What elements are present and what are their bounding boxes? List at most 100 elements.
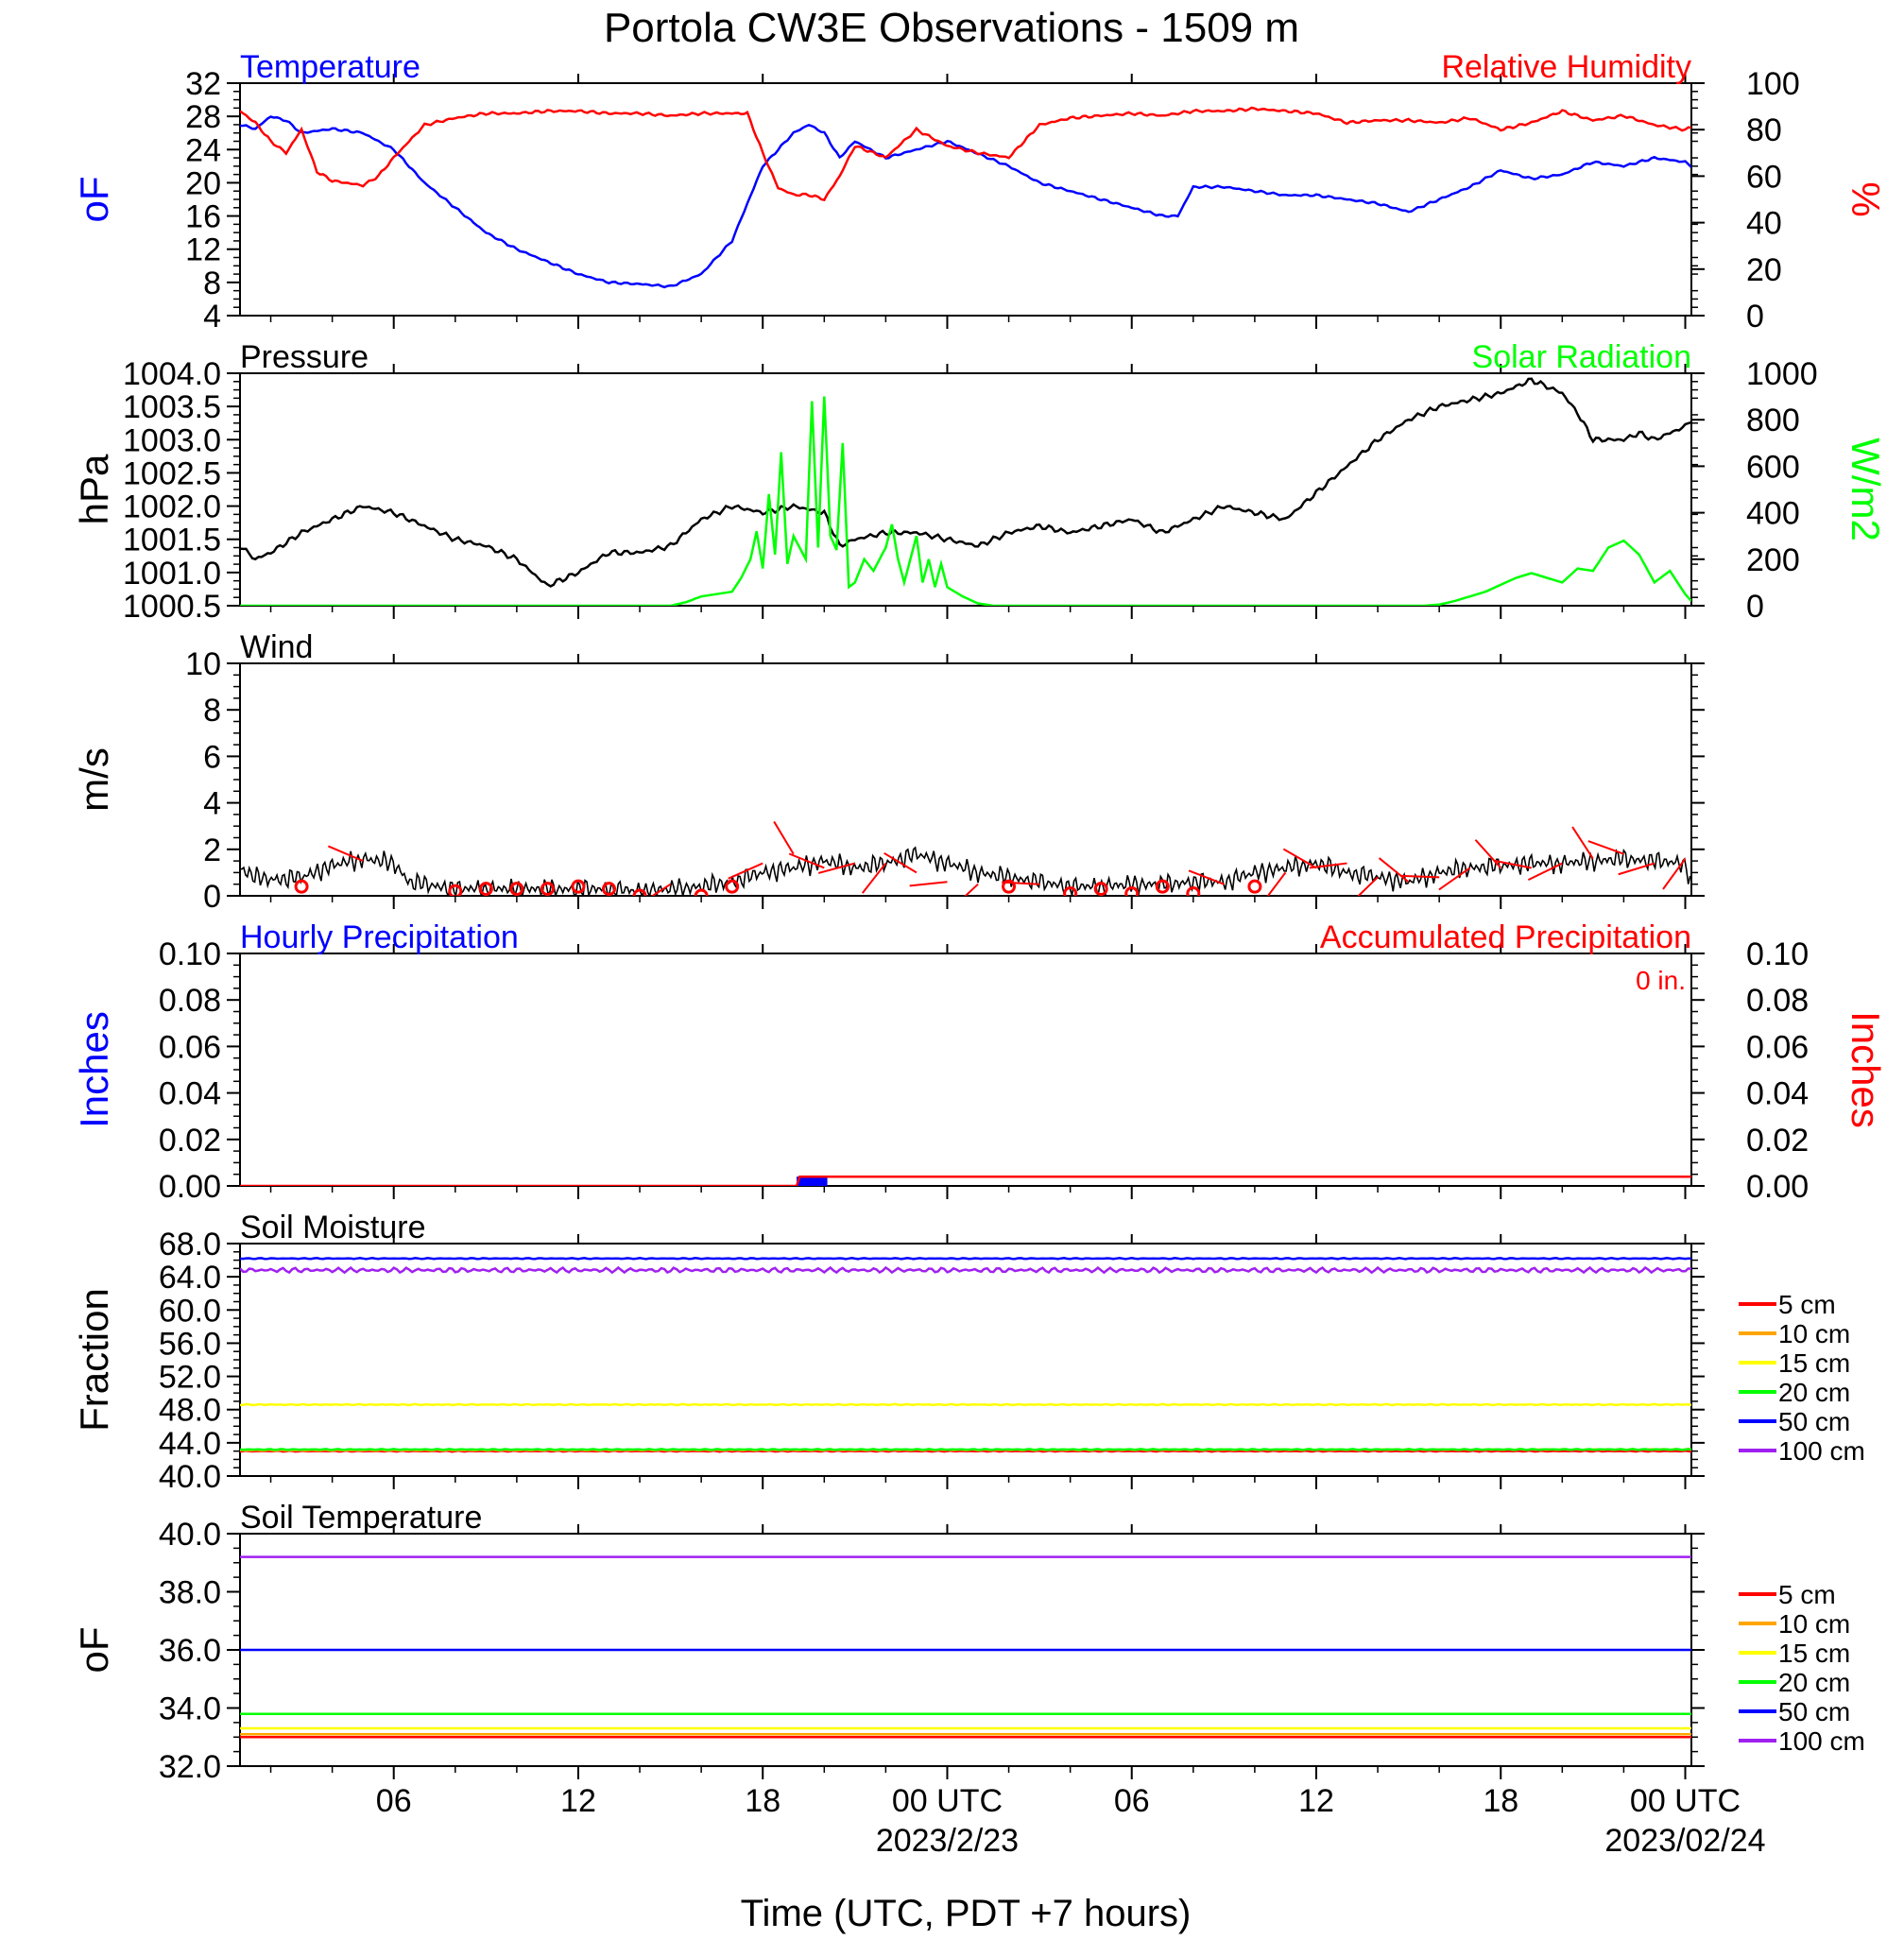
y-tick-label-right: 0 xyxy=(1746,589,1764,625)
wind-barb xyxy=(1662,858,1687,890)
legend-label: 5 cm xyxy=(1778,1290,1836,1319)
wind-barb xyxy=(1527,862,1563,881)
wind-barb-calm xyxy=(694,888,709,896)
wind-barb-calm xyxy=(602,882,617,896)
wind-barb xyxy=(1378,857,1410,884)
wind-barb xyxy=(1438,867,1471,891)
y-tick-label-left: 8 xyxy=(203,266,221,301)
series-group xyxy=(240,1555,1691,1739)
wind-barb xyxy=(1357,876,1379,896)
wind-barb xyxy=(1282,848,1317,869)
y-tick-label-left: 68.0 xyxy=(159,1227,221,1262)
y-axis-label-right: W/m2 xyxy=(1844,438,1888,541)
y-axis-label-right: Inches xyxy=(1844,1011,1888,1128)
y-tick-label-left: 1001.5 xyxy=(123,523,221,558)
legend-label: 5 cm xyxy=(1778,1580,1836,1609)
series-hourly-precipitation xyxy=(797,1176,828,1186)
y-axis-label-left: Fraction xyxy=(72,1288,116,1432)
y-tick-label-left: 24 xyxy=(185,132,221,168)
y-tick-label-left: 4 xyxy=(203,786,221,822)
wind-barb-calm xyxy=(1186,886,1201,896)
y-tick-label-right: 0.04 xyxy=(1746,1076,1809,1112)
wind-barb xyxy=(1188,869,1225,885)
x-tick-label: 18 xyxy=(745,1783,780,1819)
y-tick-label-left: 28 xyxy=(185,99,221,135)
y-tick-label-left: 4 xyxy=(203,299,221,335)
x-tick-label: 06 xyxy=(1114,1783,1150,1819)
y-tick-label-left: 20 xyxy=(185,165,221,201)
y-axis-label-left: oF xyxy=(72,1626,116,1673)
wind-barb xyxy=(861,862,887,894)
y-tick-label-left: 52.0 xyxy=(159,1360,221,1396)
y-tick-label-left: 0.02 xyxy=(159,1123,221,1159)
y-tick-label-left: 1003.5 xyxy=(123,389,221,425)
y-tick-label-right: 400 xyxy=(1746,496,1800,532)
y-tick-label-left: 0 xyxy=(203,879,221,915)
y-tick-label-left: 0.04 xyxy=(159,1076,221,1112)
x-tick-label: 00 UTC xyxy=(892,1783,1003,1819)
y-tick-label-left: 1000.5 xyxy=(123,589,221,625)
legend-label: 15 cm xyxy=(1778,1348,1850,1378)
panel-title-right: Accumulated Precipitation xyxy=(1320,919,1691,955)
y-tick-label-left: 1004.0 xyxy=(123,356,221,392)
wind-barb xyxy=(1571,826,1594,860)
wind-barb xyxy=(1587,840,1624,855)
legend-label: 100 cm xyxy=(1778,1726,1865,1756)
y-tick-label-left: 1002.0 xyxy=(123,489,221,525)
panel-soil_temperature: 32.0 34.0 36.0 38.0 40.0 Soil Temperature oF 5 … xyxy=(72,1500,1865,1785)
y-tick-label-right: 600 xyxy=(1746,449,1800,485)
series-pressure xyxy=(240,377,1691,588)
wind-barb xyxy=(1494,859,1532,869)
wind-barb xyxy=(1266,871,1287,896)
wind-barb xyxy=(1401,874,1440,879)
wind-barb-calm xyxy=(1063,886,1078,896)
legend-label: 20 cm xyxy=(1778,1668,1850,1697)
y-axis-label-left: Inches xyxy=(72,1011,116,1128)
panel-title-left: Wind xyxy=(240,629,313,665)
wind-barb xyxy=(788,852,825,869)
panel-title-right: Relative Humidity xyxy=(1441,49,1691,85)
y-tick-label-left: 40.0 xyxy=(159,1517,221,1553)
y-tick-label-right: 100 xyxy=(1746,66,1800,102)
panel-title-right: Solar Radiation xyxy=(1472,339,1691,375)
y-tick-label-left: 0.06 xyxy=(159,1029,221,1065)
y-tick-label-left: 10 xyxy=(185,646,221,682)
panel-soil_moisture: 40.044.048.052.056.060.064.068.0 Soil Moi… xyxy=(72,1210,1865,1495)
legend-label: 10 cm xyxy=(1778,1609,1850,1639)
series-50-cm xyxy=(240,1257,1691,1261)
y-tick-label-right: 0.10 xyxy=(1746,936,1809,972)
y-axis-label-left: hPa xyxy=(72,454,116,524)
series-solar-radiation xyxy=(240,396,1691,606)
wind-barb-calm xyxy=(571,879,586,894)
y-tick-label-right: 800 xyxy=(1746,403,1800,438)
legend-label: 20 cm xyxy=(1778,1378,1850,1407)
legend-label: 50 cm xyxy=(1778,1697,1850,1726)
x-tick-label: 18 xyxy=(1483,1783,1518,1819)
wind-barb xyxy=(773,820,795,855)
panel-frame xyxy=(239,1243,1692,1477)
y-axis-label-left: m/s xyxy=(72,747,116,812)
panel-title-left: Temperature xyxy=(240,49,420,85)
y-axis-label-right: % xyxy=(1844,181,1888,216)
wind-barb-calm xyxy=(478,882,493,896)
chart-title: Portola CW3E Observations - 1509 m xyxy=(604,5,1299,51)
panel-precipitation: 0.00 0.02 0.04 0.06 0.08 0.10 0.00 0.02 0.04 0.06… xyxy=(72,919,1888,1205)
series-group xyxy=(240,1257,1691,1453)
y-tick-label-right: 80 xyxy=(1746,112,1782,148)
y-tick-label-left: 56.0 xyxy=(159,1326,221,1362)
y-tick-label-left: 1001.0 xyxy=(123,556,221,592)
wind-barb xyxy=(883,851,918,874)
y-tick-label-right: 0.02 xyxy=(1746,1123,1809,1159)
y-tick-label-left: 60.0 xyxy=(159,1293,221,1329)
y-tick-label-left: 8 xyxy=(203,693,221,729)
series-20-cm xyxy=(240,1448,1691,1451)
panel-frame xyxy=(239,662,1692,897)
wind-barb-calm xyxy=(1093,882,1108,896)
panel-frame xyxy=(239,953,1692,1187)
series-100-cm xyxy=(240,1265,1691,1275)
series-group xyxy=(240,820,1691,896)
panel-title-left: Soil Moisture xyxy=(240,1210,426,1245)
y-tick-label-left: 34.0 xyxy=(159,1691,221,1727)
